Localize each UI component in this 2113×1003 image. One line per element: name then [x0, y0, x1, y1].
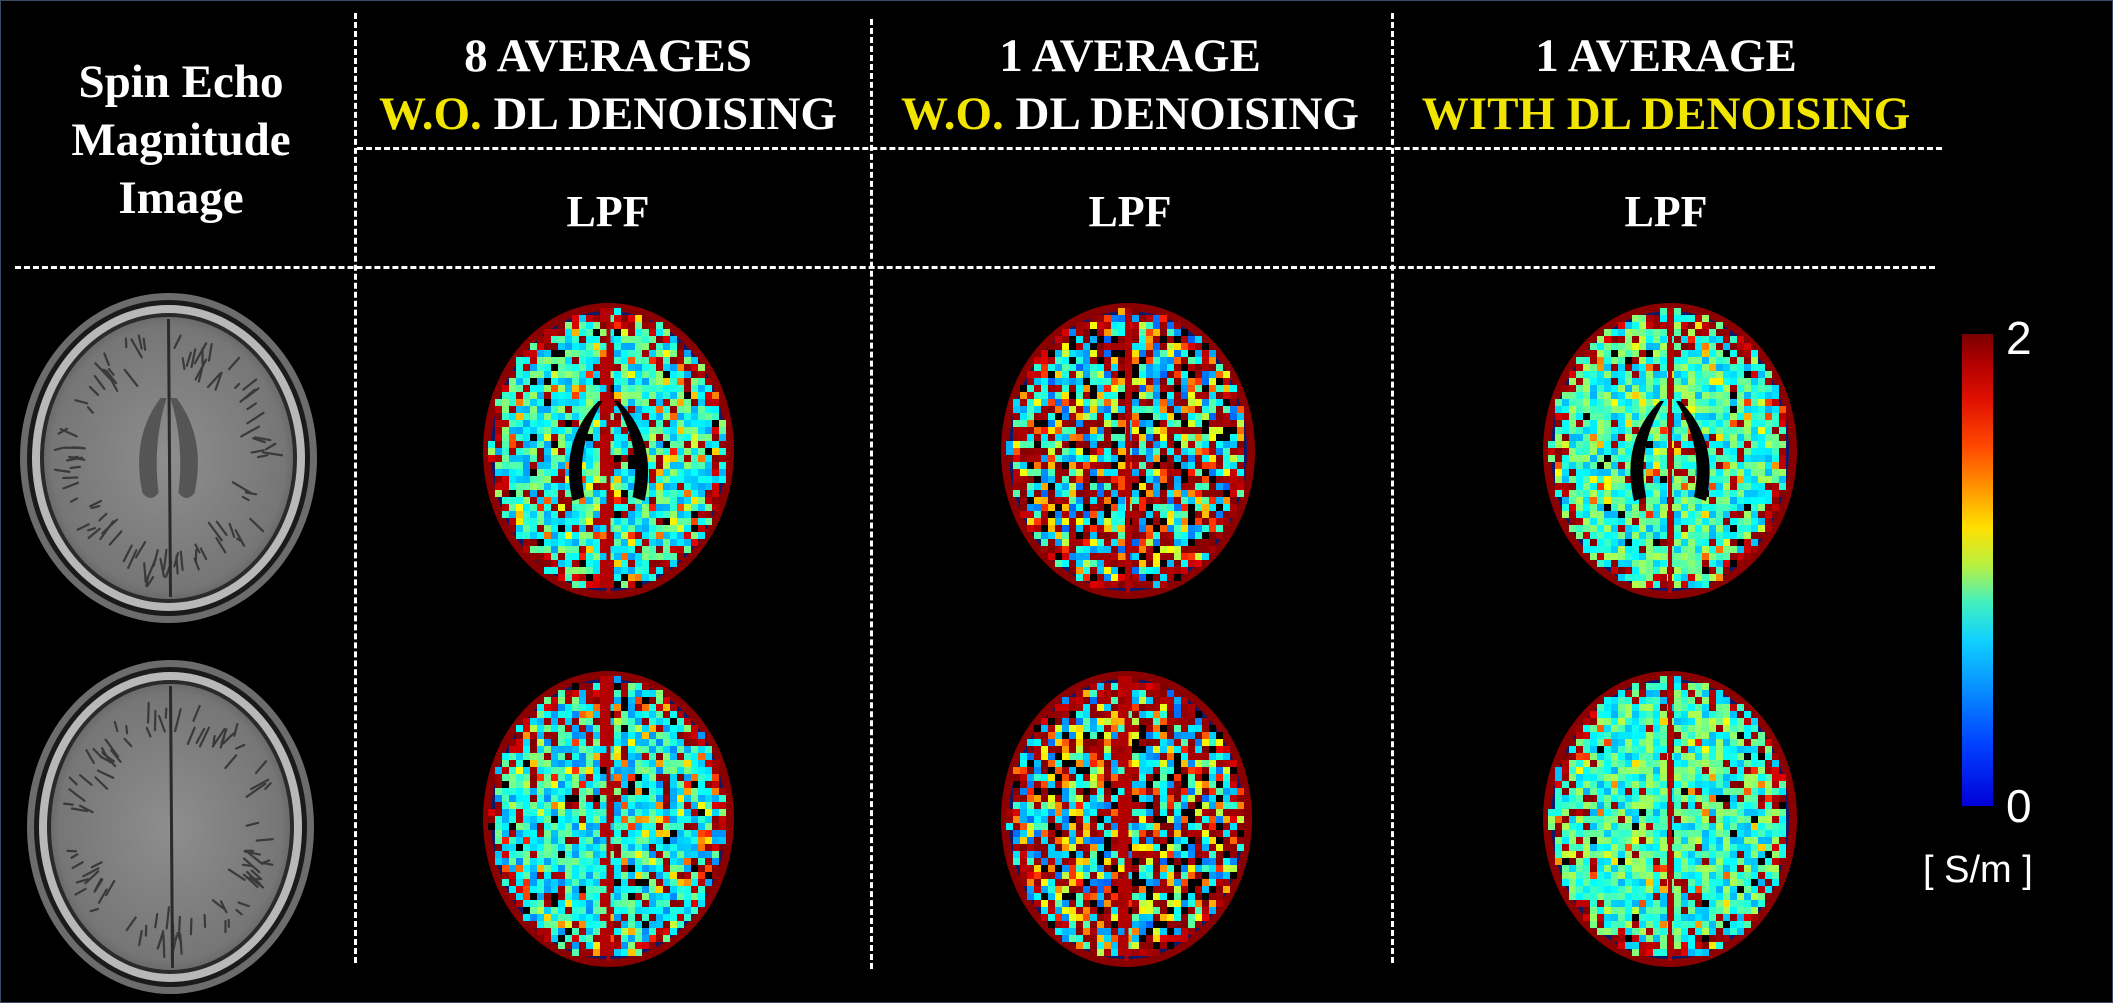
- header-spin-echo-line2: Magnitude: [71, 114, 291, 166]
- header-1-average-wo-wo: W.O.: [901, 88, 1004, 140]
- header-1-average-with-line2: WITH DL DENOISING: [1421, 88, 1911, 140]
- magnitude-image-bottom: [23, 656, 318, 998]
- conductivity-map-1avg-dl-bottom: [1541, 669, 1799, 969]
- magnitude-image-top: [16, 289, 321, 627]
- header-1-average-wo-line1: 1 AVERAGE: [999, 30, 1261, 82]
- header-8-averages: 8 AVERAGES W.O. DL DENOISING: [358, 27, 858, 143]
- header-1-average-wo: 1 AVERAGE W.O. DL DENOISING: [875, 27, 1385, 143]
- conductivity-map-1avg-dl-top: [1541, 301, 1799, 601]
- colorbar-max-label: 2: [2006, 312, 2032, 364]
- header-8-averages-dl: DL DENOISING: [481, 88, 837, 140]
- colorbar-unit-label: [ S/m ]: [1923, 849, 2033, 891]
- header-8-averages-lpf: LPF: [566, 187, 650, 236]
- header-1-average-with-lpf: LPF: [1624, 187, 1708, 236]
- header-spin-echo-line1: Spin Echo: [78, 56, 284, 108]
- divider-vertical-3: [1391, 13, 1394, 963]
- divider-vertical-2: [870, 19, 873, 969]
- header-1-average-wo-dl: DL DENOISING: [1003, 88, 1359, 140]
- header-8-averages-line2: W.O. DL DENOISING: [358, 85, 858, 143]
- conductivity-map-8avg-bottom: [481, 669, 736, 969]
- conductivity-map-8avg-top: [481, 301, 736, 601]
- header-1-average-wo-line2: W.O. DL DENOISING: [875, 85, 1385, 143]
- header-8-averages-wo: W.O.: [379, 88, 482, 140]
- conductivity-map-1avg-wo-top: [999, 301, 1257, 601]
- conductivity-map-1avg-wo-bottom: [999, 669, 1254, 969]
- divider-header-sub: [357, 147, 1942, 150]
- colorbar-min-label: 0: [2006, 780, 2032, 832]
- header-1-average-wo-lpf: LPF: [1088, 187, 1172, 236]
- divider-vertical-1: [354, 13, 357, 963]
- header-spin-echo-line3: Image: [118, 172, 244, 224]
- colorbar: [1962, 334, 1993, 806]
- header-1-average-with-line1: 1 AVERAGE: [1535, 30, 1797, 82]
- header-1-average-with: 1 AVERAGE WITH DL DENOISING: [1396, 27, 1936, 143]
- header-8-averages-line1: 8 AVERAGES: [464, 30, 752, 82]
- divider-header-bottom: [15, 266, 1935, 269]
- header-spin-echo: Spin Echo Magnitude Image: [21, 53, 341, 227]
